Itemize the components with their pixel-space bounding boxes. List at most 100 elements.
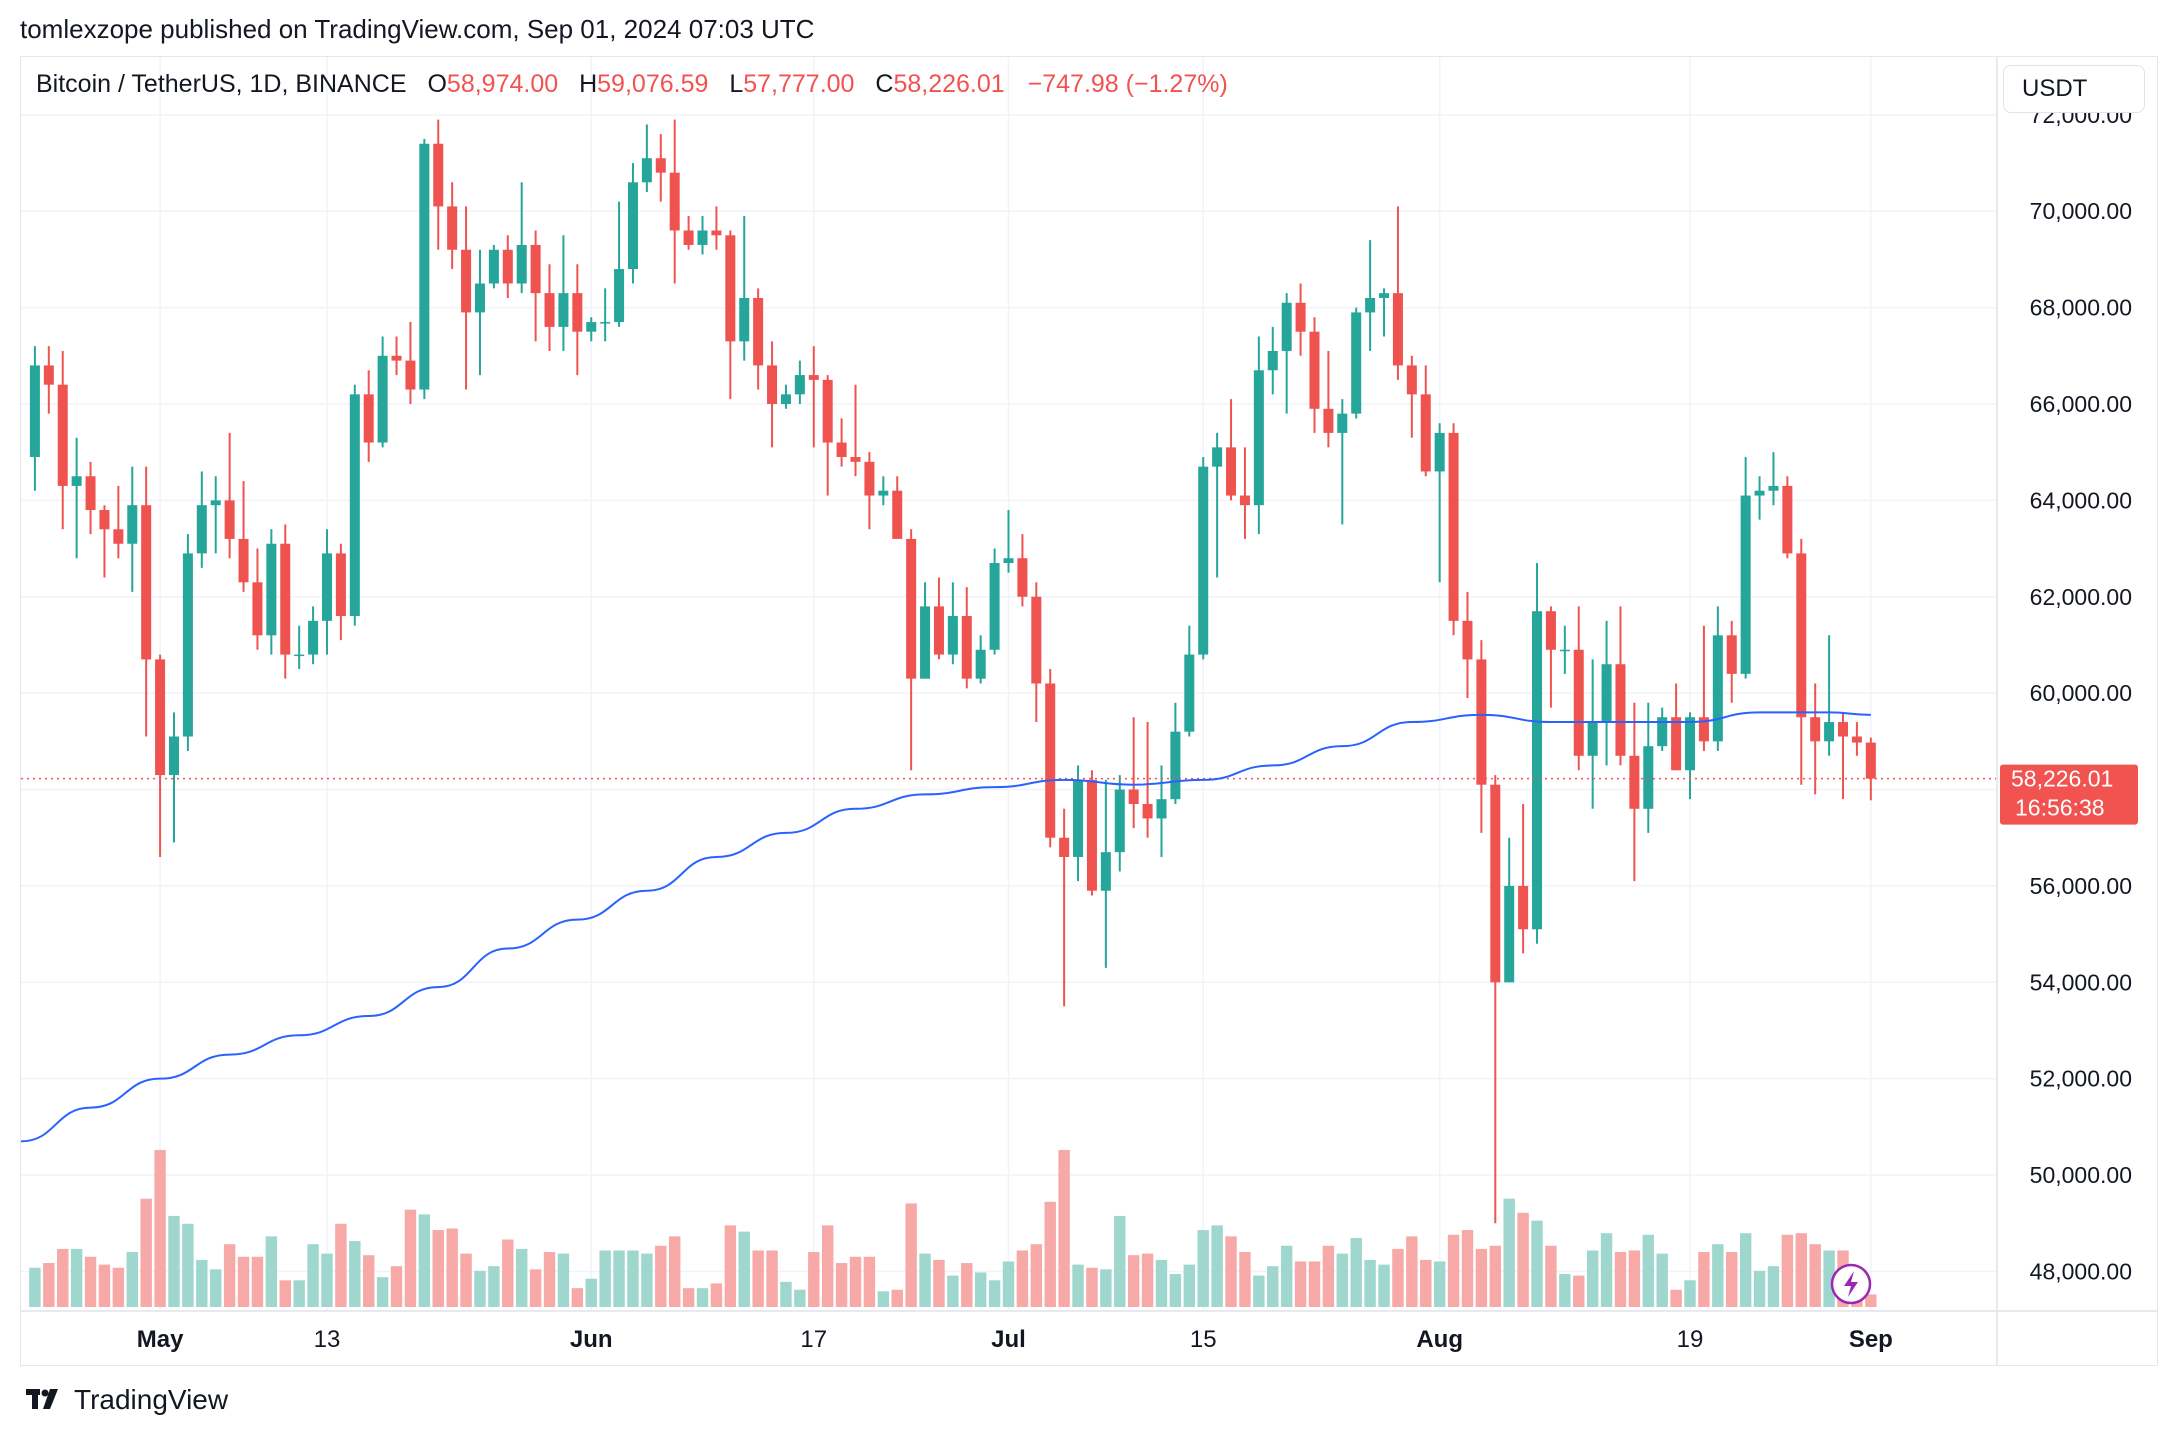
candle-body [1351,312,1362,414]
candle-body [1657,717,1668,747]
volume-bar [293,1280,305,1307]
candle-body [989,563,1000,650]
candle-body [1504,885,1515,983]
volume-bar [1573,1275,1585,1307]
volume-bar [1795,1233,1807,1307]
candle-body [1281,302,1292,351]
currency-button[interactable]: USDT [2003,65,2145,113]
candle-body [280,543,291,655]
candle-body [1754,490,1765,496]
candle-body [1810,717,1821,742]
replay-icon[interactable] [1830,1263,1872,1305]
candle-body [266,543,277,636]
volume-bar [1767,1266,1780,1307]
candle-body [1239,495,1250,506]
candle-body [308,620,319,655]
volume-bar [474,1270,486,1307]
price-tag-background [2000,764,2138,825]
candle-body [739,297,750,342]
high-value: 59,076.59 [597,70,709,98]
volume-bar [1461,1230,1474,1307]
volume-bar [418,1214,431,1307]
candle-body [349,394,360,617]
volume-bar [1169,1274,1182,1307]
candle-body [1114,789,1125,853]
candle-body [1323,408,1334,433]
volume-bar [1308,1261,1321,1307]
volume-bar [1628,1250,1641,1307]
volume-bar [126,1252,138,1307]
candle-body [1267,350,1278,371]
y-tick-label: 68,000.00 [2030,295,2132,321]
candle-body [725,235,736,342]
tradingview-logo-text: TradingView [74,1384,229,1415]
volume-bar [738,1231,750,1307]
candle-body [864,461,875,496]
candle-body [1142,803,1153,819]
candle-body [947,616,958,655]
volume-bar [1114,1215,1126,1307]
volume-bar [641,1253,653,1307]
symbol-title[interactable]: Bitcoin / TetherUS, 1D, BINANCE [36,70,407,98]
volume-bar [1350,1237,1362,1307]
volume-bar [223,1244,236,1307]
volume-bar [1100,1269,1112,1307]
candle-body [1824,722,1835,742]
candle-body [182,553,193,737]
volume-bar [502,1239,514,1307]
volume-bar [376,1277,389,1307]
volume-bar [1684,1280,1696,1307]
volume-bar [516,1248,528,1307]
x-tick-label: Jul [991,1326,1026,1353]
x-tick-label: 17 [800,1326,827,1353]
volume-bar [168,1215,180,1307]
volume-bar [1600,1233,1613,1307]
candle-body [1031,596,1042,684]
volume-bar [1378,1264,1390,1307]
volume-bar [1781,1234,1794,1307]
candle-body [502,249,513,284]
volume-bar [446,1228,458,1307]
candle-body [155,659,166,776]
candle-body [1337,413,1348,433]
candle-body [1392,293,1403,366]
volume-bar [432,1230,444,1307]
candle-body [1253,370,1264,506]
candle-body [516,244,527,284]
candle-body [447,206,458,250]
volume-bar [891,1289,903,1307]
y-tick-label: 54,000.00 [2030,969,2132,995]
candle-body [1100,852,1111,891]
published-by-text: tomlexzope published on TradingView.com,… [20,14,815,44]
candle-body [600,322,611,324]
volume-bar [279,1280,291,1307]
x-tick-label: 19 [1677,1326,1704,1353]
candle-body [794,375,805,395]
low-value: 57,777.00 [743,70,855,98]
candle-body [1198,466,1209,655]
tradingview-logo[interactable]: TradingView [26,1384,228,1416]
volume-bar [1127,1255,1140,1307]
candle-body [933,606,944,655]
candle-body [1365,297,1376,313]
volume-bar [1753,1270,1766,1307]
candle-body [363,394,374,443]
volume-bar [1086,1267,1098,1307]
candle-body [71,476,82,486]
volume-bar [1420,1259,1432,1307]
candle-body [1295,302,1306,332]
candle-body [975,649,986,679]
candle-body [683,230,694,245]
candle-body [1559,649,1570,652]
open-value: 58,974.00 [446,70,559,98]
candle-body [1838,722,1849,737]
open-label: O [427,70,447,98]
candle-body [1698,717,1709,742]
volume-bar [1058,1150,1070,1307]
y-tick-label: 66,000.00 [2030,391,2132,417]
volume-bar [404,1209,417,1307]
candle-body [1170,731,1181,800]
volume-bar [724,1225,737,1307]
candle-body [1476,659,1487,785]
